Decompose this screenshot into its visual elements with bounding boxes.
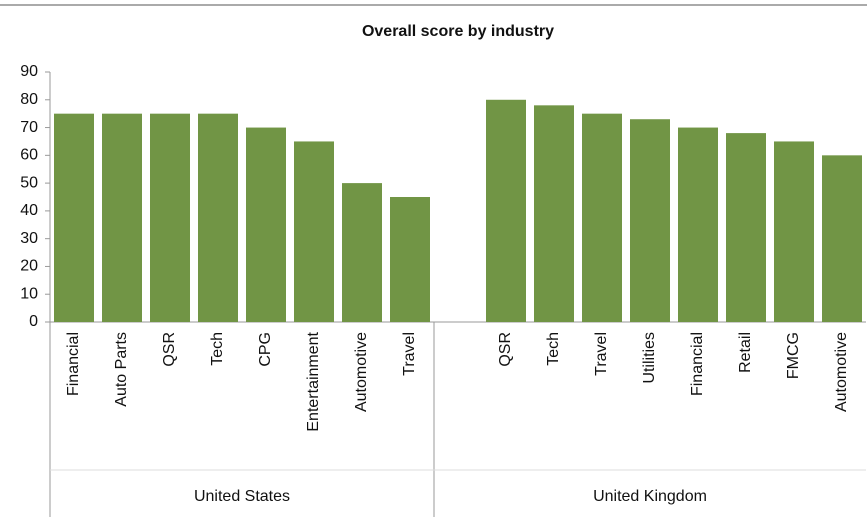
x-tick-label: Tech: [209, 332, 226, 366]
group-label: United States: [194, 488, 290, 505]
y-tick-label: 40: [20, 202, 38, 219]
y-tick-label: 90: [20, 63, 38, 80]
bar: [774, 141, 814, 322]
bar: [630, 119, 670, 322]
bar: [486, 99, 526, 323]
x-tick-label: Travel: [593, 332, 610, 376]
bar: [678, 127, 718, 322]
x-tick-label: Automotive: [353, 332, 370, 412]
y-tick-label: 50: [20, 174, 38, 191]
bar: [198, 113, 238, 323]
bar: [726, 133, 766, 322]
x-tick-label: QSR: [497, 332, 514, 367]
bar: [582, 113, 622, 323]
y-tick-label: 20: [20, 258, 38, 275]
group-label: United Kingdom: [593, 488, 707, 505]
x-tick-label: QSR: [161, 332, 178, 367]
x-tick-label: Financial: [65, 332, 82, 396]
y-tick-label: 70: [20, 119, 38, 136]
bar: [294, 141, 334, 322]
bar: [54, 113, 94, 323]
y-tick-label: 0: [29, 313, 38, 330]
x-tick-label: CPG: [257, 332, 274, 367]
bar: [822, 155, 862, 322]
x-tick-label: Entertainment: [305, 331, 322, 431]
bar: [102, 113, 142, 323]
x-tick-label: Automotive: [833, 332, 850, 412]
x-tick-label: Financial: [689, 332, 706, 396]
x-tick-label: Auto Parts: [113, 332, 130, 407]
y-tick-label: 80: [20, 91, 38, 108]
x-tick-label: FMCG: [785, 332, 802, 379]
x-tick-label: Travel: [401, 332, 418, 376]
bar: [534, 105, 574, 322]
bar: [246, 127, 286, 322]
y-tick-label: 60: [20, 147, 38, 164]
x-tick-label: Tech: [545, 332, 562, 366]
x-tick-label: Utilities: [641, 332, 658, 384]
bar: [342, 183, 382, 322]
bar: [390, 197, 430, 322]
chart-title: Overall score by industry: [362, 23, 554, 40]
y-tick-label: 30: [20, 230, 38, 247]
x-tick-label: Retail: [737, 332, 754, 373]
y-tick-label: 10: [20, 285, 38, 302]
bar: [150, 113, 190, 323]
